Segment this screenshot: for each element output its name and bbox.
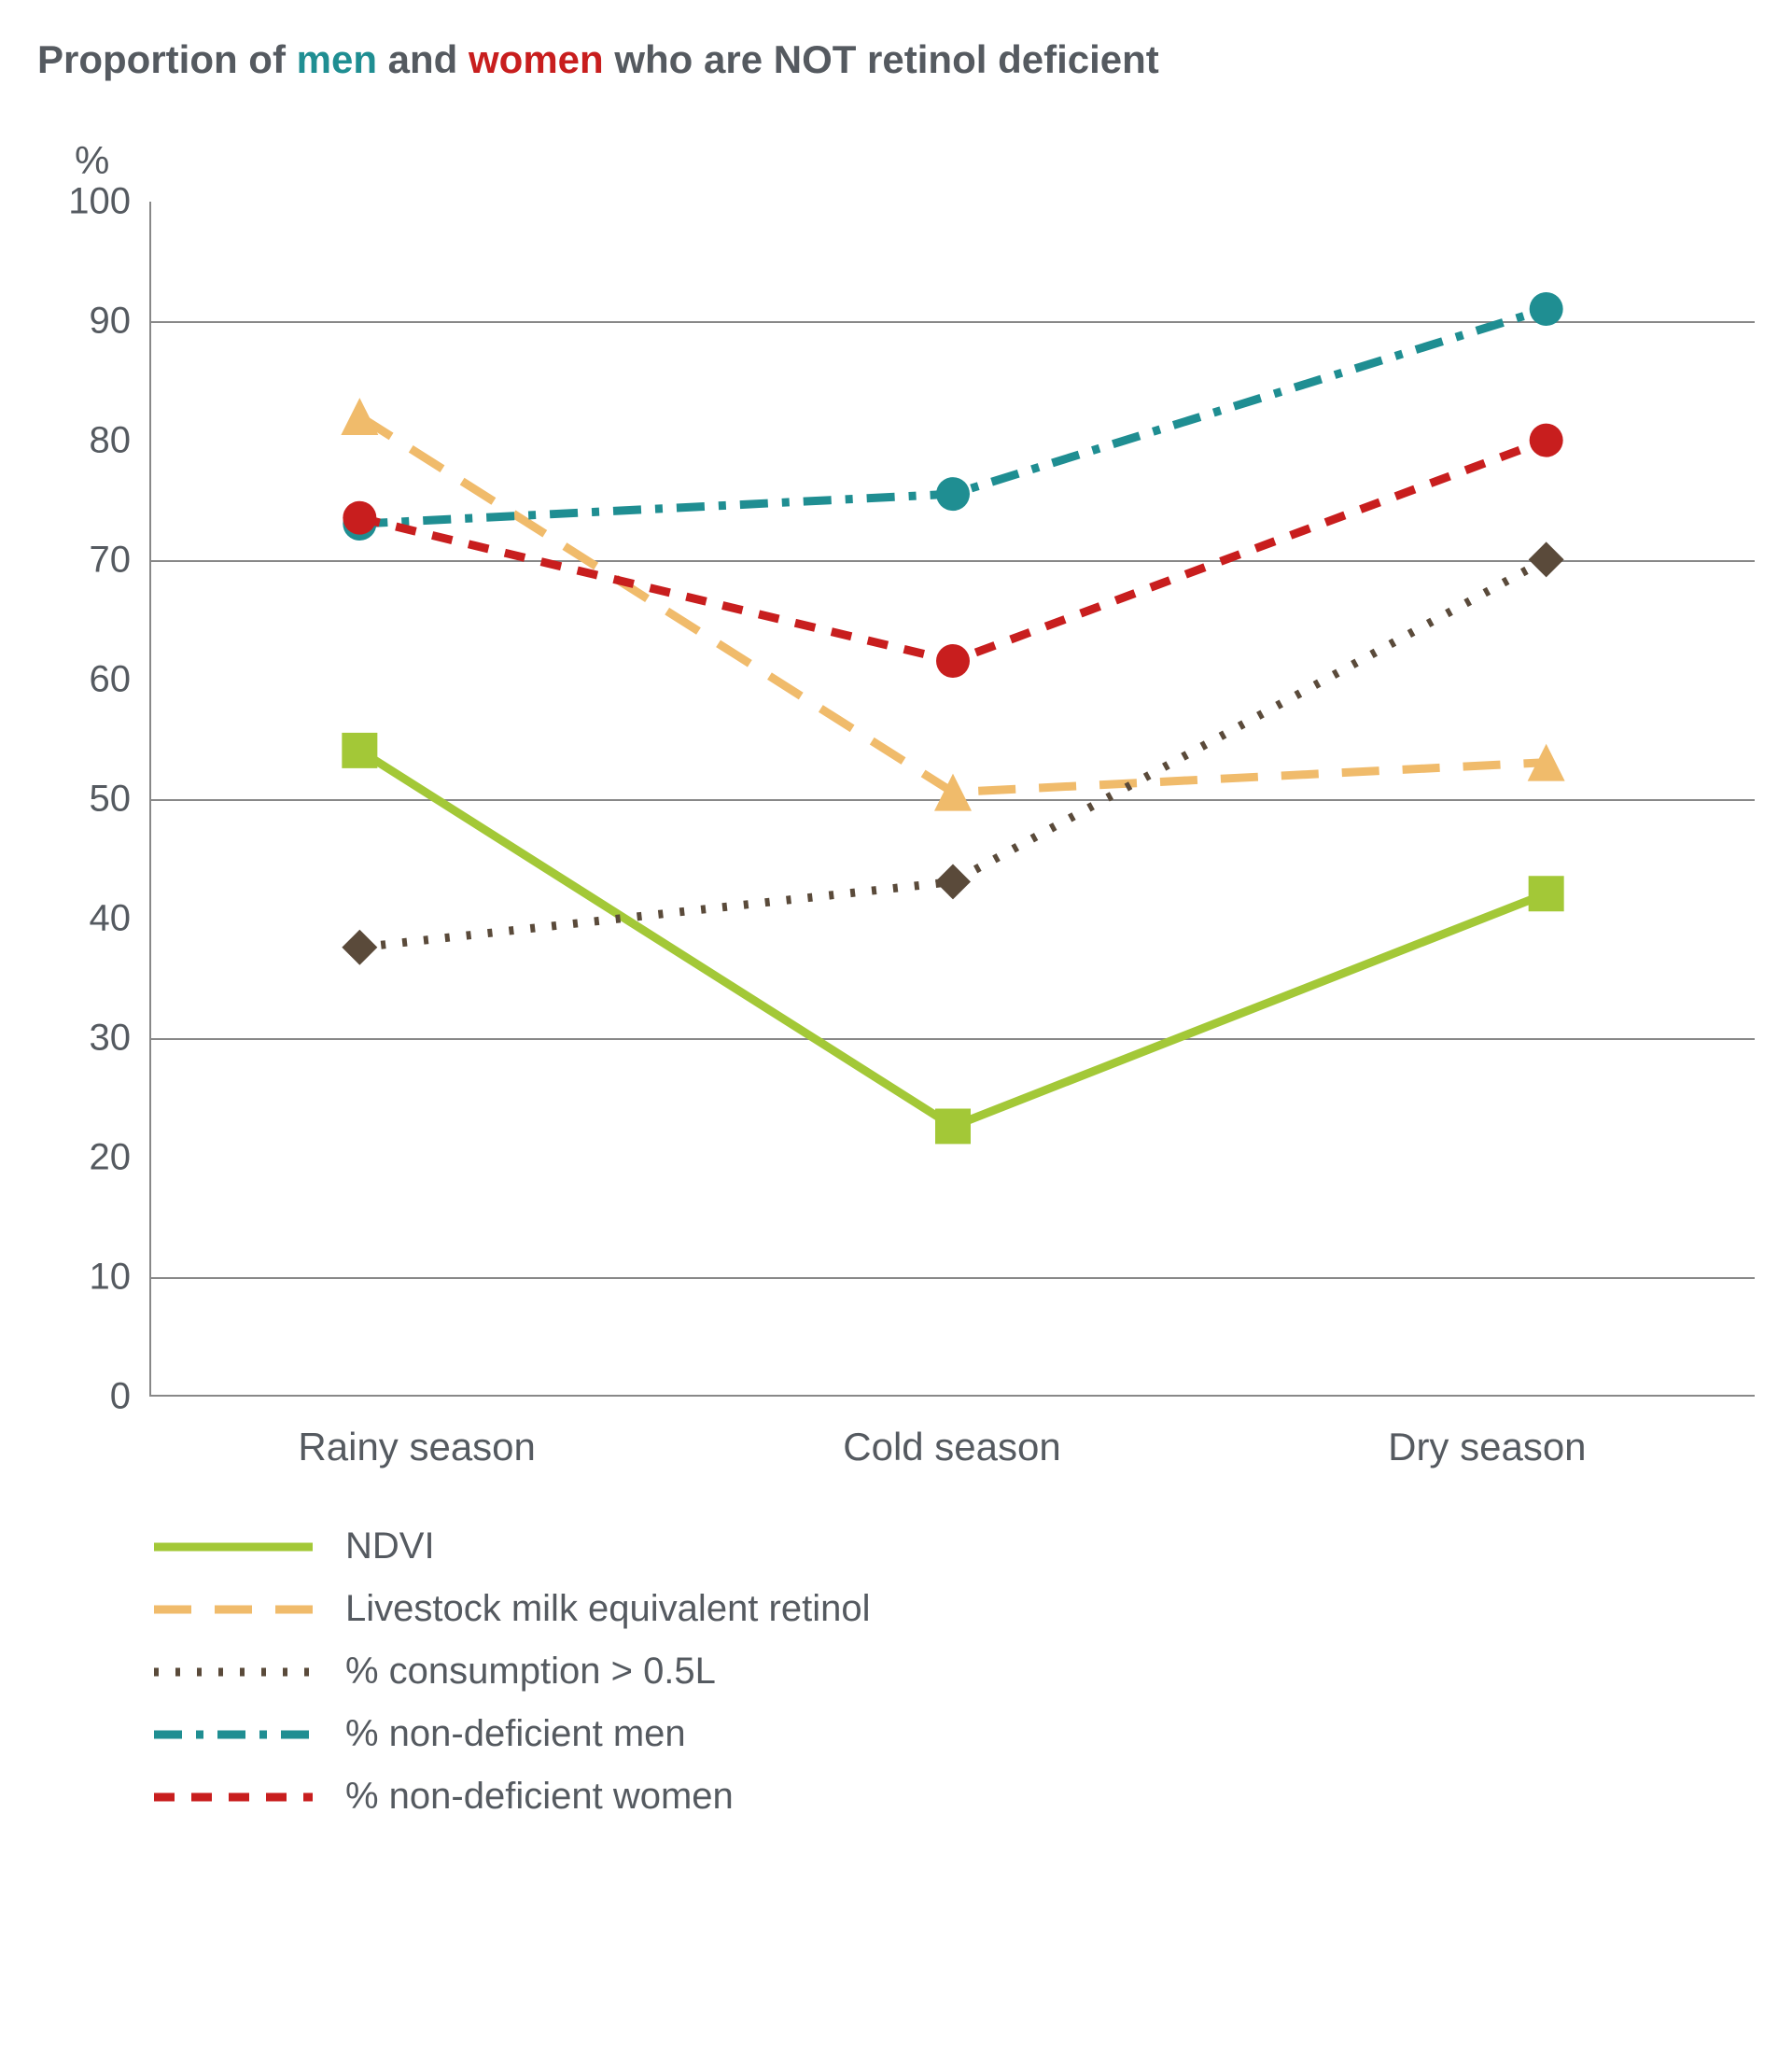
title-prefix: Proportion of	[37, 37, 297, 81]
y-tick: 70	[90, 540, 132, 582]
y-tick: 90	[90, 301, 132, 343]
series-marker-ndvi	[935, 1108, 971, 1144]
series-marker-consumption	[1529, 541, 1564, 577]
series-line-women	[359, 441, 1546, 661]
title-mid: and	[377, 37, 469, 81]
legend-item-livestock: Livestock milk equivalent retinol	[149, 1588, 1755, 1630]
y-axis: 0102030405060708090100	[37, 202, 149, 1397]
series-marker-women	[1530, 424, 1563, 457]
series-marker-women	[936, 644, 970, 678]
legend-label: % non-deficient women	[345, 1776, 734, 1818]
chart-svg	[151, 202, 1755, 1395]
legend-swatch-livestock	[149, 1591, 317, 1628]
y-tick: 80	[90, 420, 132, 462]
y-tick: 0	[110, 1376, 131, 1418]
legend-swatch-ndvi	[149, 1528, 317, 1566]
legend-label: Livestock milk equivalent retinol	[345, 1588, 870, 1630]
title-women: women	[469, 37, 604, 81]
title-men: men	[297, 37, 377, 81]
series-marker-consumption	[935, 864, 971, 899]
x-label: Cold season	[684, 1425, 1219, 1469]
legend-swatch-consumption	[149, 1653, 317, 1691]
plot-area	[149, 202, 1755, 1397]
legend-item-men: % non-deficient men	[149, 1713, 1755, 1755]
plot-wrapper: 0102030405060708090100	[37, 202, 1755, 1397]
x-axis: Rainy seasonCold seasonDry season	[149, 1425, 1755, 1469]
legend-swatch-men	[149, 1716, 317, 1753]
series-marker-livestock	[341, 398, 378, 435]
y-tick: 60	[90, 659, 132, 701]
legend-label: % non-deficient men	[345, 1713, 686, 1755]
title-suffix: who are NOT retinol deficient	[604, 37, 1159, 81]
legend-item-ndvi: NDVI	[149, 1525, 1755, 1567]
legend-swatch-women	[149, 1778, 317, 1816]
series-marker-consumption	[342, 930, 377, 965]
y-axis-label: %	[75, 138, 1755, 183]
x-label: Dry season	[1220, 1425, 1755, 1469]
series-marker-ndvi	[1529, 876, 1564, 911]
series-line-livestock	[359, 416, 1546, 793]
series-marker-men	[936, 477, 970, 511]
legend-label: NDVI	[345, 1525, 435, 1567]
legend-item-women: % non-deficient women	[149, 1776, 1755, 1818]
legend: NDVI Livestock milk equivalent retinol % c…	[149, 1525, 1755, 1818]
chart-container: Proportion of men and women who are NOT …	[37, 37, 1755, 1818]
y-tick: 10	[90, 1257, 132, 1299]
legend-item-consumption: % consumption > 0.5L	[149, 1651, 1755, 1693]
legend-label: % consumption > 0.5L	[345, 1651, 716, 1693]
y-tick: 30	[90, 1018, 132, 1060]
series-marker-women	[343, 501, 376, 535]
x-label: Rainy season	[149, 1425, 684, 1469]
y-tick: 50	[90, 779, 132, 821]
y-tick: 20	[90, 1137, 132, 1179]
y-tick: 100	[68, 181, 131, 223]
series-marker-ndvi	[342, 733, 377, 768]
chart-title: Proportion of men and women who are NOT …	[37, 37, 1755, 82]
y-tick: 40	[90, 898, 132, 940]
series-marker-men	[1530, 292, 1563, 326]
